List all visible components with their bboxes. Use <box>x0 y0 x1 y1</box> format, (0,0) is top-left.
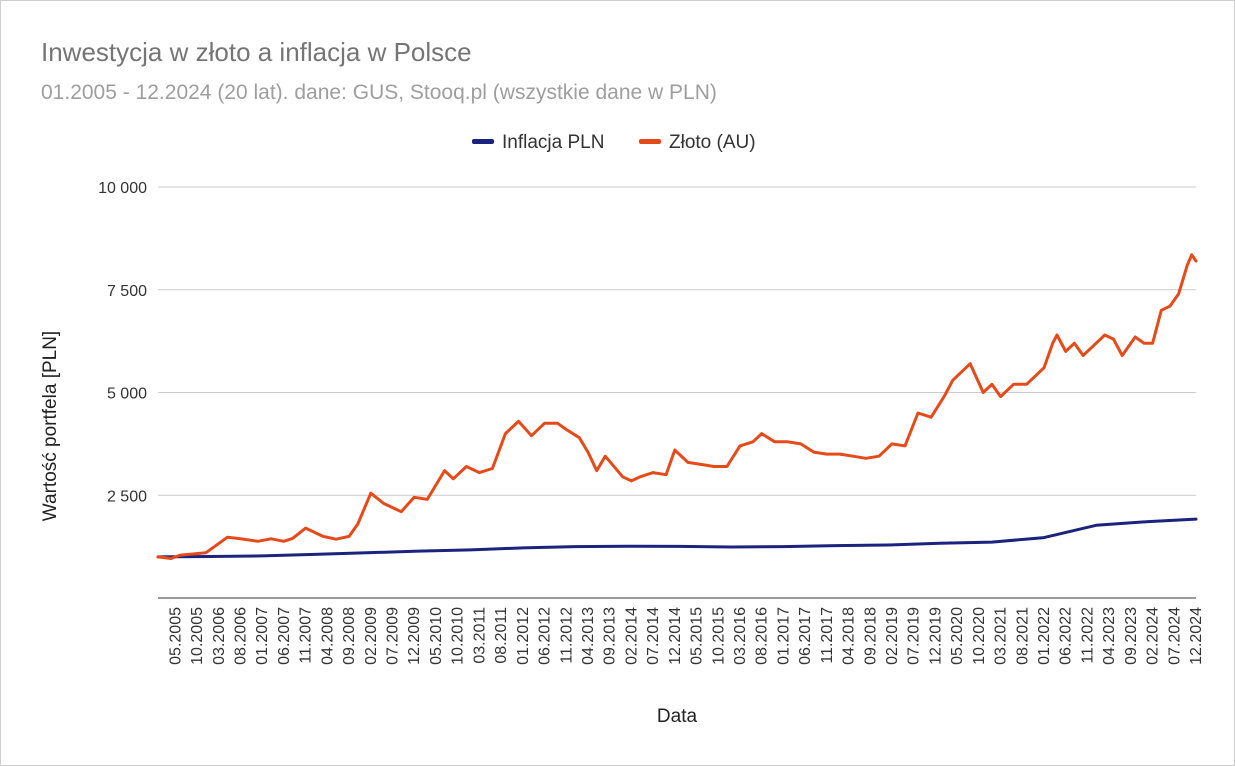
y-tick-label: 2 500 <box>107 488 147 505</box>
x-tick-label: 01.2022 <box>1036 607 1053 665</box>
x-tick-label: 09.2008 <box>341 607 358 665</box>
x-tick-label: 06.2012 <box>537 607 554 665</box>
series-line-zloto <box>156 253 1198 560</box>
x-tick-label: 07.2024 <box>1166 607 1183 665</box>
x-tick-label: 08.2021 <box>1014 607 1031 665</box>
x-tick-label: 07.2009 <box>385 607 402 665</box>
x-tick-label: 11.2007 <box>298 607 315 664</box>
legend-swatch-inflacja <box>472 139 494 144</box>
x-tick-label: 04.2013 <box>580 607 597 665</box>
legend-label-zloto: Złoto (AU) <box>669 132 756 153</box>
x-tick-label: 08.2006 <box>233 607 250 665</box>
x-tick-label: 08.2011 <box>493 607 510 664</box>
x-tick-label: 02.2024 <box>1145 607 1162 665</box>
chart-subtitle: 01.2005 - 12.2024 (20 lat). dane: GUS, S… <box>41 81 717 104</box>
x-tick-label: 12.2024 <box>1188 607 1205 665</box>
x-tick-label: 04.2023 <box>1101 607 1118 665</box>
x-tick-label: 02.2009 <box>363 607 380 665</box>
y-tick-label: 7 500 <box>107 283 147 300</box>
y-axis-ticks: 2 500 5 000 7 500 10 000 <box>98 180 147 505</box>
x-tick-label: 07.2014 <box>645 607 662 665</box>
x-tick-label: 04.2018 <box>841 607 858 665</box>
series-line-inflacja <box>156 517 1198 559</box>
y-tick-label: 10 000 <box>98 180 147 197</box>
y-axis-title: Wartość portfela [PLN] <box>40 331 61 521</box>
x-tick-label: 03.2006 <box>211 607 228 665</box>
x-tick-label: 09.2023 <box>1123 607 1140 665</box>
x-tick-label: 06.2017 <box>797 607 814 665</box>
x-tick-label: 09.2013 <box>602 607 619 665</box>
x-tick-label: 11.2017 <box>819 607 836 664</box>
x-axis-title: Data <box>657 706 698 727</box>
x-tick-label: 10.2020 <box>971 607 988 665</box>
x-tick-label: 05.2005 <box>167 607 184 665</box>
gridlines <box>158 186 1196 599</box>
x-tick-label: 05.2020 <box>949 607 966 665</box>
x-tick-label: 01.2012 <box>515 607 532 665</box>
chart-title: Inwestycja w złoto a inflacja w Polsce <box>41 37 472 67</box>
legend: Inflacja PLN Złoto (AU) <box>472 132 756 153</box>
x-tick-label: 02.2014 <box>623 607 640 665</box>
x-tick-label: 03.2021 <box>993 607 1010 665</box>
x-tick-label: 03.2011 <box>471 607 488 664</box>
x-tick-label: 12.2019 <box>927 607 944 665</box>
x-tick-label: 01.2017 <box>775 607 792 665</box>
x-tick-label: 04.2008 <box>319 607 336 665</box>
x-tick-label: 10.2005 <box>189 607 206 665</box>
x-tick-label: 03.2016 <box>732 607 749 665</box>
y-tick-label: 5 000 <box>107 386 147 403</box>
x-tick-label: 07.2019 <box>906 607 923 665</box>
legend-swatch-zloto <box>639 139 661 144</box>
x-tick-label: 06.2007 <box>276 607 293 665</box>
x-tick-label: 06.2022 <box>1058 607 1075 665</box>
x-tick-label: 02.2019 <box>884 607 901 665</box>
x-tick-label: 10.2010 <box>450 607 467 665</box>
x-tick-label: 09.2018 <box>862 607 879 665</box>
x-tick-label: 01.2007 <box>254 607 271 665</box>
x-tick-label: 12.2014 <box>667 607 684 665</box>
x-tick-label: 12.2009 <box>406 607 423 665</box>
x-tick-label: 11.2012 <box>558 607 575 664</box>
x-tick-label: 05.2010 <box>428 607 445 665</box>
x-tick-label: 10.2015 <box>710 607 727 665</box>
x-tick-label: 05.2015 <box>689 607 706 665</box>
legend-label-inflacja: Inflacja PLN <box>502 132 604 153</box>
x-tick-label: 08.2016 <box>754 607 771 665</box>
x-tick-label: 11.2022 <box>1079 607 1096 664</box>
x-axis-ticks: 05.2005 10.2005 03.2006 08.2006 01.2007 06.20… <box>167 607 1205 665</box>
series-lines <box>156 253 1198 560</box>
